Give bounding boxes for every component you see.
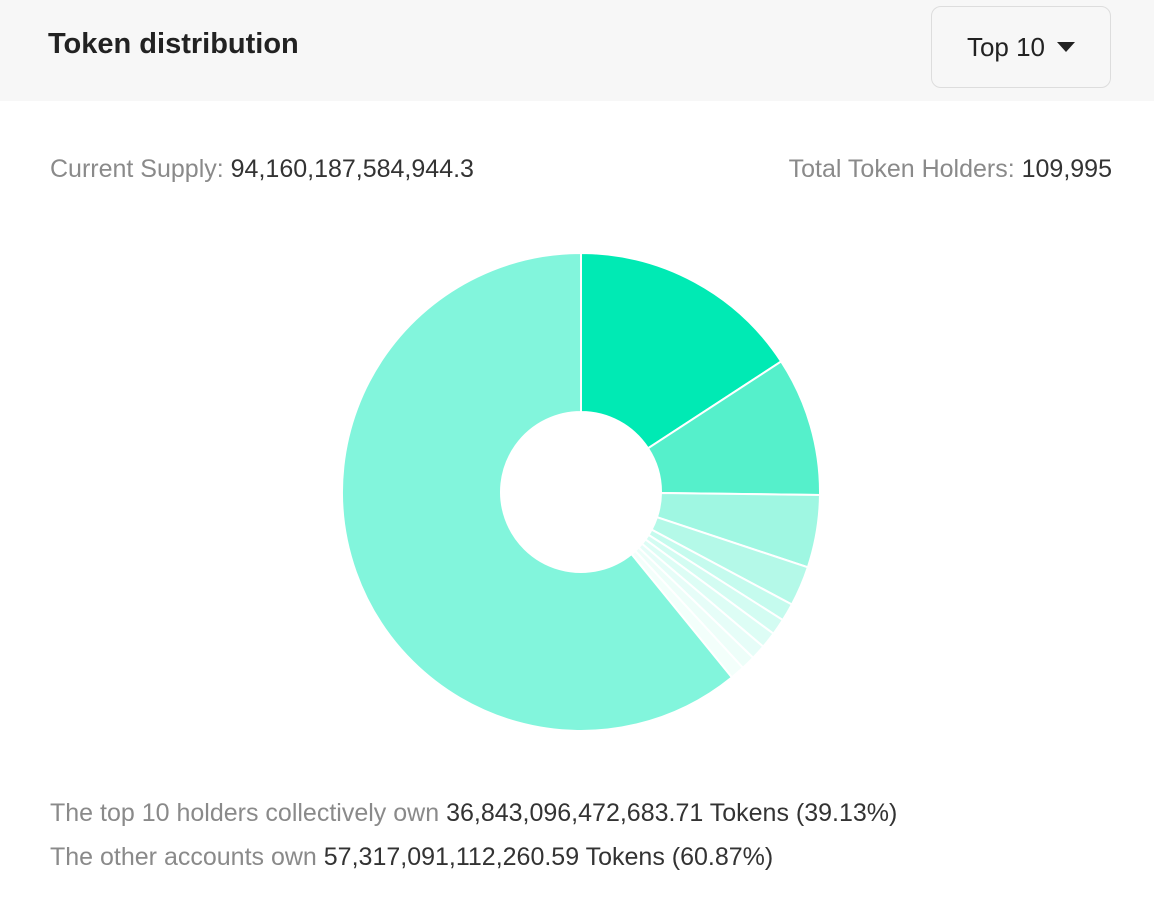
supply-value: 94,160,187,584,944.3 bbox=[230, 155, 474, 183]
dropdown-label: Top 10 bbox=[966, 31, 1046, 62]
other-accounts-label: The other accounts own bbox=[50, 843, 317, 871]
dropdown-caret bbox=[1057, 42, 1076, 52]
donut-slice bbox=[580, 251, 783, 450]
supply-label: Current Supply: bbox=[50, 155, 224, 183]
top-holders-row: The top 10 holders collectively own 36,8… bbox=[50, 799, 897, 828]
donut-chart bbox=[341, 251, 821, 732]
supply-row: Current Supply: 94,160,187,584,944.3 bbox=[50, 155, 474, 184]
other-accounts-row: The other accounts own 57,317,091,112,26… bbox=[50, 843, 773, 872]
top-holders-amount: 36,843,096,472,683.71 Tokens (39.13%) bbox=[446, 799, 898, 827]
holders-label: Total Token Holders: bbox=[788, 155, 1015, 183]
card-title: Token distribution bbox=[48, 28, 299, 60]
holders-value: 109,995 bbox=[1021, 155, 1112, 183]
top-n-dropdown[interactable]: Top 10 bbox=[931, 6, 1111, 88]
other-accounts-amount: 57,317,091,112,260.59 Tokens (60.87%) bbox=[323, 843, 774, 871]
donut-slice bbox=[341, 251, 734, 732]
top-holders-label: The top 10 holders collectively own bbox=[50, 799, 440, 827]
holders-row: Total Token Holders: 109,995 bbox=[789, 155, 1112, 184]
card-header: Token distribution Top 10 bbox=[0, 0, 1154, 101]
